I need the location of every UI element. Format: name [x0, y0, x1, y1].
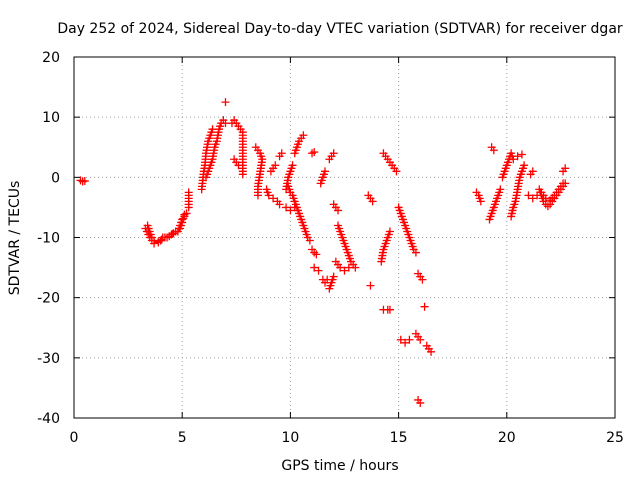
data-point — [385, 305, 394, 314]
x-tick-label: 0 — [70, 430, 79, 446]
y-tick-label: -40 — [37, 411, 60, 427]
data-point — [299, 131, 308, 140]
data-point — [160, 233, 169, 242]
data-point — [340, 266, 349, 275]
data-point — [277, 149, 286, 158]
x-tick-label: 5 — [178, 430, 187, 446]
data-point — [405, 335, 414, 344]
data-point — [179, 214, 188, 223]
data-point — [411, 248, 420, 257]
data-point — [559, 179, 568, 188]
data-point — [171, 227, 180, 236]
data-point — [288, 161, 297, 170]
data-point — [368, 197, 377, 206]
data-point — [344, 263, 353, 272]
data-point — [385, 227, 394, 236]
data-point — [178, 218, 187, 227]
x-tick-label: 15 — [390, 430, 408, 446]
data-point — [312, 250, 321, 259]
data-point — [271, 161, 280, 170]
data-point — [282, 203, 291, 212]
data-point — [314, 266, 323, 275]
y-tick-label: -10 — [37, 231, 60, 247]
data-point — [334, 206, 343, 215]
data-point — [264, 191, 273, 200]
data-point — [269, 194, 278, 203]
data-point — [517, 150, 526, 159]
data-point — [396, 335, 405, 344]
data-point — [321, 167, 330, 176]
grid — [74, 57, 615, 418]
data-point — [401, 338, 410, 347]
y-tick-label: 20 — [42, 50, 60, 66]
x-tick-label: 10 — [281, 430, 299, 446]
data-point — [329, 149, 338, 158]
y-tick-label: -30 — [37, 351, 60, 367]
y-tick-label: 0 — [51, 170, 60, 186]
data-point — [561, 164, 570, 173]
tick-labels: 0 5 10 15 20 25 -40 -30 -20 -10 0 10 20 — [37, 50, 624, 446]
x-tick-label: 25 — [606, 430, 624, 446]
data-point — [528, 194, 537, 203]
data-point — [524, 191, 533, 200]
data-point — [286, 206, 295, 215]
data-point — [336, 263, 345, 272]
data-point — [489, 146, 498, 155]
data-point — [392, 167, 401, 176]
data-point — [329, 272, 338, 281]
data-point — [310, 263, 319, 272]
x-tick-label: 20 — [498, 430, 516, 446]
y-axis-title: SDTVAR / TECUs — [7, 181, 23, 296]
data-point — [418, 275, 427, 284]
data-point — [509, 155, 518, 164]
data-point — [290, 203, 299, 212]
data-point — [238, 170, 247, 179]
data-point — [416, 335, 425, 344]
data-point — [275, 200, 284, 209]
data-point — [80, 176, 89, 185]
data-point — [253, 191, 262, 200]
data-point — [496, 185, 505, 194]
y-tick-label: 10 — [42, 110, 60, 126]
y-tick-label: -20 — [37, 291, 60, 307]
data-point — [513, 152, 522, 161]
data-point — [420, 302, 429, 311]
data-point — [184, 203, 193, 212]
data-point — [528, 167, 537, 176]
chart-title: Day 252 of 2024, Sidereal Day-to-day VTE… — [57, 21, 623, 37]
data-point — [310, 148, 319, 157]
x-axis-title: GPS time / hours — [281, 458, 398, 474]
data-point — [305, 236, 314, 245]
data-point — [520, 161, 529, 170]
data-point — [150, 239, 159, 248]
data-point — [427, 347, 436, 356]
data-point — [221, 98, 230, 107]
data-point — [476, 197, 485, 206]
data-points — [76, 98, 570, 407]
axis-ticks — [73, 56, 616, 419]
data-point — [366, 281, 375, 290]
data-point — [180, 210, 189, 219]
data-point — [416, 398, 425, 407]
